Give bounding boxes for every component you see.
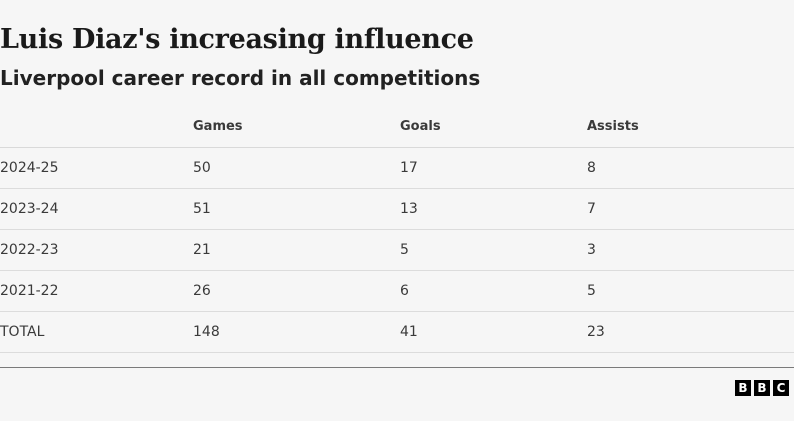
cell-assists: 5 (587, 270, 794, 312)
cell-goals: 13 (400, 188, 587, 230)
cell-goals: 41 (400, 311, 587, 353)
cell-season: 2022-23 (0, 229, 193, 271)
cell-season: 2023-24 (0, 188, 193, 230)
bbc-logo-letter: B (754, 380, 770, 396)
cell-games: 21 (193, 229, 400, 271)
cell-games: 51 (193, 188, 400, 230)
header-assists: Assists (587, 105, 794, 148)
header-games: Games (193, 105, 400, 148)
cell-season: 2024-25 (0, 147, 193, 189)
stats-table: Games Goals Assists 2024-25 50 17 8 2023… (0, 105, 794, 353)
table-row: 2022-23 21 5 3 (0, 229, 794, 271)
cell-games: 148 (193, 311, 400, 353)
chart-subtitle: Liverpool career record in all competiti… (0, 66, 481, 90)
cell-goals: 5 (400, 229, 587, 271)
cell-assists: 7 (587, 188, 794, 230)
cell-games: 26 (193, 270, 400, 312)
table-row: 2024-25 50 17 8 (0, 147, 794, 189)
chart-title: Luis Diaz's increasing influence (0, 24, 474, 55)
cell-season: 2021-22 (0, 270, 193, 312)
table-row: 2021-22 26 6 5 (0, 270, 794, 312)
cell-games: 50 (193, 147, 400, 189)
header-goals: Goals (400, 105, 587, 148)
cell-season: TOTAL (0, 311, 193, 353)
cell-goals: 17 (400, 147, 587, 189)
footer-divider (0, 367, 794, 368)
table-row: 2023-24 51 13 7 (0, 188, 794, 230)
cell-assists: 23 (587, 311, 794, 353)
cell-assists: 3 (587, 229, 794, 271)
bbc-logo-letter: B (735, 380, 751, 396)
bbc-logo: B B C (735, 380, 789, 396)
table-header-row: Games Goals Assists (0, 105, 794, 148)
cell-assists: 8 (587, 147, 794, 189)
cell-goals: 6 (400, 270, 587, 312)
header-season (0, 105, 193, 148)
bbc-logo-letter: C (773, 380, 789, 396)
table-row-total: TOTAL 148 41 23 (0, 311, 794, 353)
